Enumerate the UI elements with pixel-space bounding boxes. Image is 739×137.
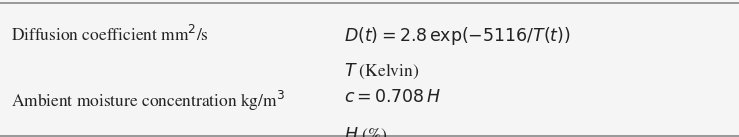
Text: $D(t) = 2.8\,\mathrm{exp}(-5116/T(t))$: $D(t) = 2.8\,\mathrm{exp}(-5116/T(t))$ (344, 25, 571, 47)
Text: $H$ (%): $H$ (%) (344, 126, 387, 137)
Text: $T$ (Kelvin): $T$ (Kelvin) (344, 62, 419, 81)
Text: $c = 0.708\,H$: $c = 0.708\,H$ (344, 89, 440, 106)
Text: Diffusion coefficient mm$^2$/s: Diffusion coefficient mm$^2$/s (11, 25, 209, 45)
Text: Ambient moisture concentration kg/m$^3$: Ambient moisture concentration kg/m$^3$ (11, 89, 285, 113)
